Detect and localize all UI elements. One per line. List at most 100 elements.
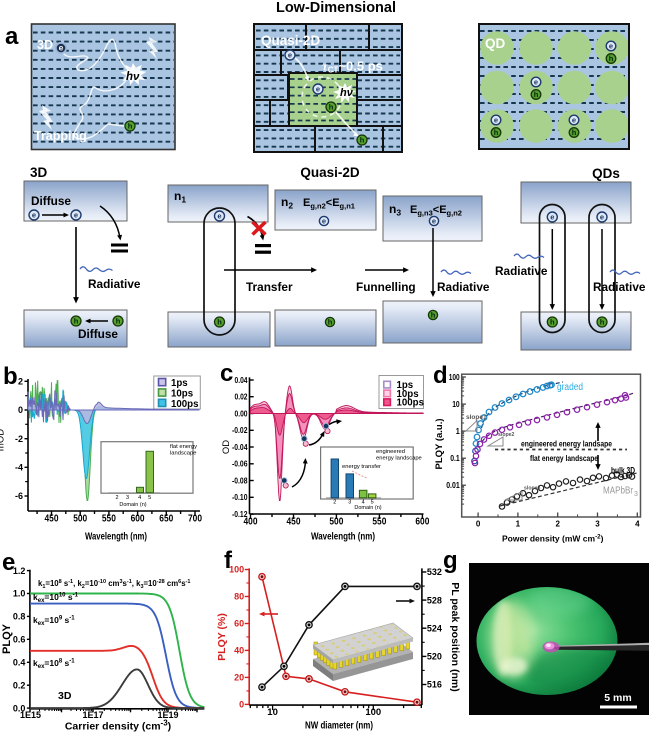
svg-text:3D: 3D [30,165,48,180]
svg-text:Radiative: Radiative [593,280,646,294]
svg-text:4: 4 [362,500,365,506]
svg-text:10ps: 10ps [171,388,193,399]
svg-text:bulk 3D: bulk 3D [611,466,635,477]
svg-text:Transfer: Transfer [246,280,293,294]
svg-text:0: 0 [18,405,23,415]
svg-text:10: 10 [267,707,278,718]
svg-text:g: g [443,547,458,574]
svg-text:0.1: 0.1 [450,454,460,463]
svg-text:5 mm: 5 mm [604,692,631,704]
svg-text:3: 3 [634,491,638,498]
svg-text:PLQY (a.u.): PLQY (a.u.) [434,418,445,469]
svg-text:0.02: 0.02 [235,393,248,402]
svg-text:Power density (mW cm-2): Power density (mW cm-2) [502,534,604,544]
svg-text:energy landscape: energy landscape [376,456,422,462]
svg-text:d: d [433,362,448,389]
svg-text:kex=108 s-1: kex=108 s-1 [33,658,75,670]
svg-text:1: 1 [516,520,521,529]
svg-text:Radiative: Radiative [88,277,141,291]
svg-text:528: 528 [427,595,442,605]
svg-text:700: 700 [188,514,202,525]
svg-text:2: 2 [555,520,560,529]
svg-text:Quasi-2D: Quasi-2D [261,33,321,48]
svg-text:4: 4 [138,495,141,501]
svg-text:Domain (n): Domain (n) [354,505,381,511]
svg-text:h: h [550,318,555,327]
svg-text:h: h [609,54,614,63]
svg-text:2: 2 [18,377,23,387]
svg-text:PLQY: PLQY [1,623,13,654]
svg-text:100: 100 [229,565,244,575]
svg-text:h: h [74,317,79,326]
svg-text:h: h [328,318,333,327]
svg-text:1E15: 1E15 [20,710,41,720]
svg-text:Quasi-2D: Quasi-2D [300,165,360,180]
svg-text:slope2: slope2 [498,432,515,438]
svg-text:Domain (n): Domain (n) [119,502,146,508]
svg-text:0: 0 [476,520,481,529]
svg-text:5: 5 [148,495,151,501]
svg-text:20: 20 [234,673,244,683]
svg-text:hν: hν [340,87,354,99]
svg-text:h: h [572,128,577,137]
svg-text:Carrier density (cm-3): Carrier density (cm-3) [65,719,171,733]
svg-text:5: 5 [371,500,374,506]
svg-text:e: e [322,217,326,226]
svg-text:h: h [600,318,605,327]
svg-text:e: e [609,42,613,51]
svg-text:engineered: engineered [376,449,405,455]
svg-text:0.0: 0.0 [13,703,26,713]
svg-text:1ps: 1ps [171,378,188,389]
svg-text:c: c [220,360,233,387]
svg-text:100: 100 [365,707,381,718]
svg-text:PLQY (%): PLQY (%) [216,613,228,661]
svg-text:4: 4 [635,520,640,529]
svg-text:80: 80 [234,592,244,602]
svg-text:MAPbBr: MAPbBr [603,486,634,497]
svg-text:e: e [288,51,292,60]
svg-text:Wavelength (nm): Wavelength (nm) [85,532,147,543]
svg-text:100ps: 100ps [397,398,424,409]
svg-text:400: 400 [244,517,258,528]
svg-text:3: 3 [595,520,600,529]
svg-text:600: 600 [131,514,145,525]
svg-text:e: e [316,85,320,94]
svg-text:OD: OD [221,440,232,454]
svg-text:1E19: 1E19 [157,710,178,720]
svg-text:1: 1 [456,427,460,436]
svg-text:3: 3 [348,500,351,506]
svg-text:kex=1010 s-1: kex=1010 s-1 [33,592,79,604]
svg-text:0.4: 0.4 [13,658,26,668]
svg-text:h: h [360,136,365,145]
svg-text:h: h [128,122,133,131]
svg-text:100ps: 100ps [171,399,198,410]
svg-text:0: 0 [239,700,244,710]
svg-text:1.0: 1.0 [13,589,26,599]
svg-text:Low-Dimensional: Low-Dimensional [276,0,396,16]
svg-text:-0.04: -0.04 [232,443,248,452]
svg-text:e: e [32,211,36,220]
svg-text:h: h [494,128,499,137]
svg-text:0.8: 0.8 [13,612,26,622]
svg-text:524: 524 [427,623,442,633]
svg-text:1E17: 1E17 [82,710,103,720]
svg-text:Funnelling: Funnelling [356,280,416,294]
svg-text:Diffuse: Diffuse [31,194,71,208]
svg-text:PL peak position (nm): PL peak position (nm) [449,582,461,691]
svg-text:-2: -2 [15,434,23,444]
svg-text:0.00: 0.00 [235,409,248,418]
svg-text:Trapping: Trapping [34,129,87,143]
svg-text:Diffuse: Diffuse [78,327,118,341]
svg-text:e: e [432,217,436,226]
svg-text:kex=109 s-1: kex=109 s-1 [33,615,75,627]
svg-text:3: 3 [126,495,129,501]
svg-text:e: e [572,116,576,125]
svg-text:-0.12: -0.12 [232,510,248,519]
svg-text:graded: graded [557,382,583,393]
svg-text:mOD: mOD [0,429,7,451]
svg-text:h: h [217,318,222,327]
svg-text:flat energy: flat energy [170,444,197,450]
svg-text:engineered energy landsape: engineered energy landsape [521,440,613,449]
svg-text:NW diameter (nm): NW diameter (nm) [305,721,373,732]
svg-text:500: 500 [73,514,87,525]
